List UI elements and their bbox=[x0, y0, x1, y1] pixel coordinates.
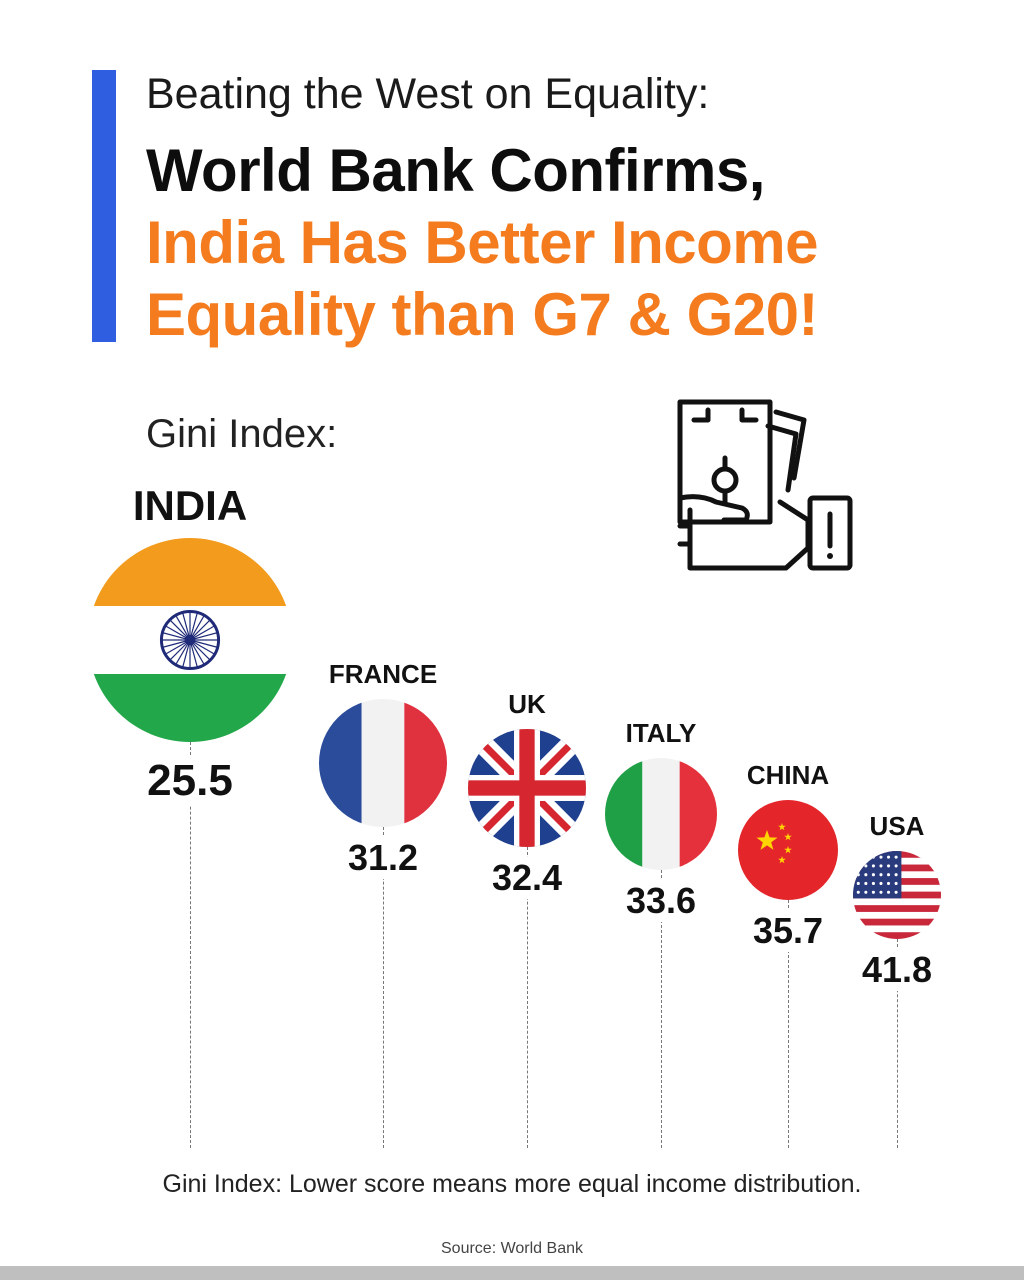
value-label-italy: 33.6 bbox=[623, 880, 699, 923]
flag-india bbox=[88, 538, 292, 742]
value-label-usa: 41.8 bbox=[859, 949, 935, 992]
stem-china bbox=[788, 899, 789, 1148]
country-label-india: INDIA bbox=[132, 482, 248, 529]
value-label-china: 35.7 bbox=[750, 909, 826, 952]
stem-india bbox=[190, 742, 191, 1148]
stem-italy bbox=[661, 870, 662, 1148]
stem-usa bbox=[897, 939, 898, 1148]
title-line-2: World Bank Confirms, bbox=[146, 137, 765, 204]
value-label-france: 31.2 bbox=[345, 836, 421, 879]
flag-uk bbox=[468, 729, 586, 848]
stem-france bbox=[383, 826, 384, 1148]
flag-usa bbox=[853, 851, 941, 940]
country-label-uk: UK bbox=[508, 689, 546, 720]
title-line-3: India Has Better Income bbox=[146, 209, 819, 276]
title-line-4: Equality than G7 & G20! bbox=[146, 281, 818, 348]
source-note: Source: World Bank bbox=[441, 1240, 583, 1257]
flag-italy bbox=[605, 758, 717, 871]
accent-bar bbox=[92, 70, 116, 342]
country-label-china: CHINA bbox=[746, 759, 830, 790]
value-label-uk: 32.4 bbox=[489, 857, 565, 900]
bottom-strip bbox=[0, 1266, 1024, 1280]
stem-uk bbox=[527, 847, 528, 1148]
title-line-1: Beating the West on Equality: bbox=[146, 70, 710, 118]
value-label-india: 25.5 bbox=[145, 756, 235, 806]
flag-china bbox=[738, 799, 838, 900]
flag-france bbox=[319, 698, 447, 827]
metric-label: Gini Index: bbox=[146, 412, 338, 456]
money-hand-warning-icon bbox=[677, 399, 853, 571]
country-label-usa: USA bbox=[869, 811, 925, 842]
footnote: Gini Index: Lower score means more equal… bbox=[162, 1170, 862, 1198]
country-label-italy: ITALY bbox=[625, 718, 697, 749]
country-label-france: FRANCE bbox=[328, 658, 438, 689]
